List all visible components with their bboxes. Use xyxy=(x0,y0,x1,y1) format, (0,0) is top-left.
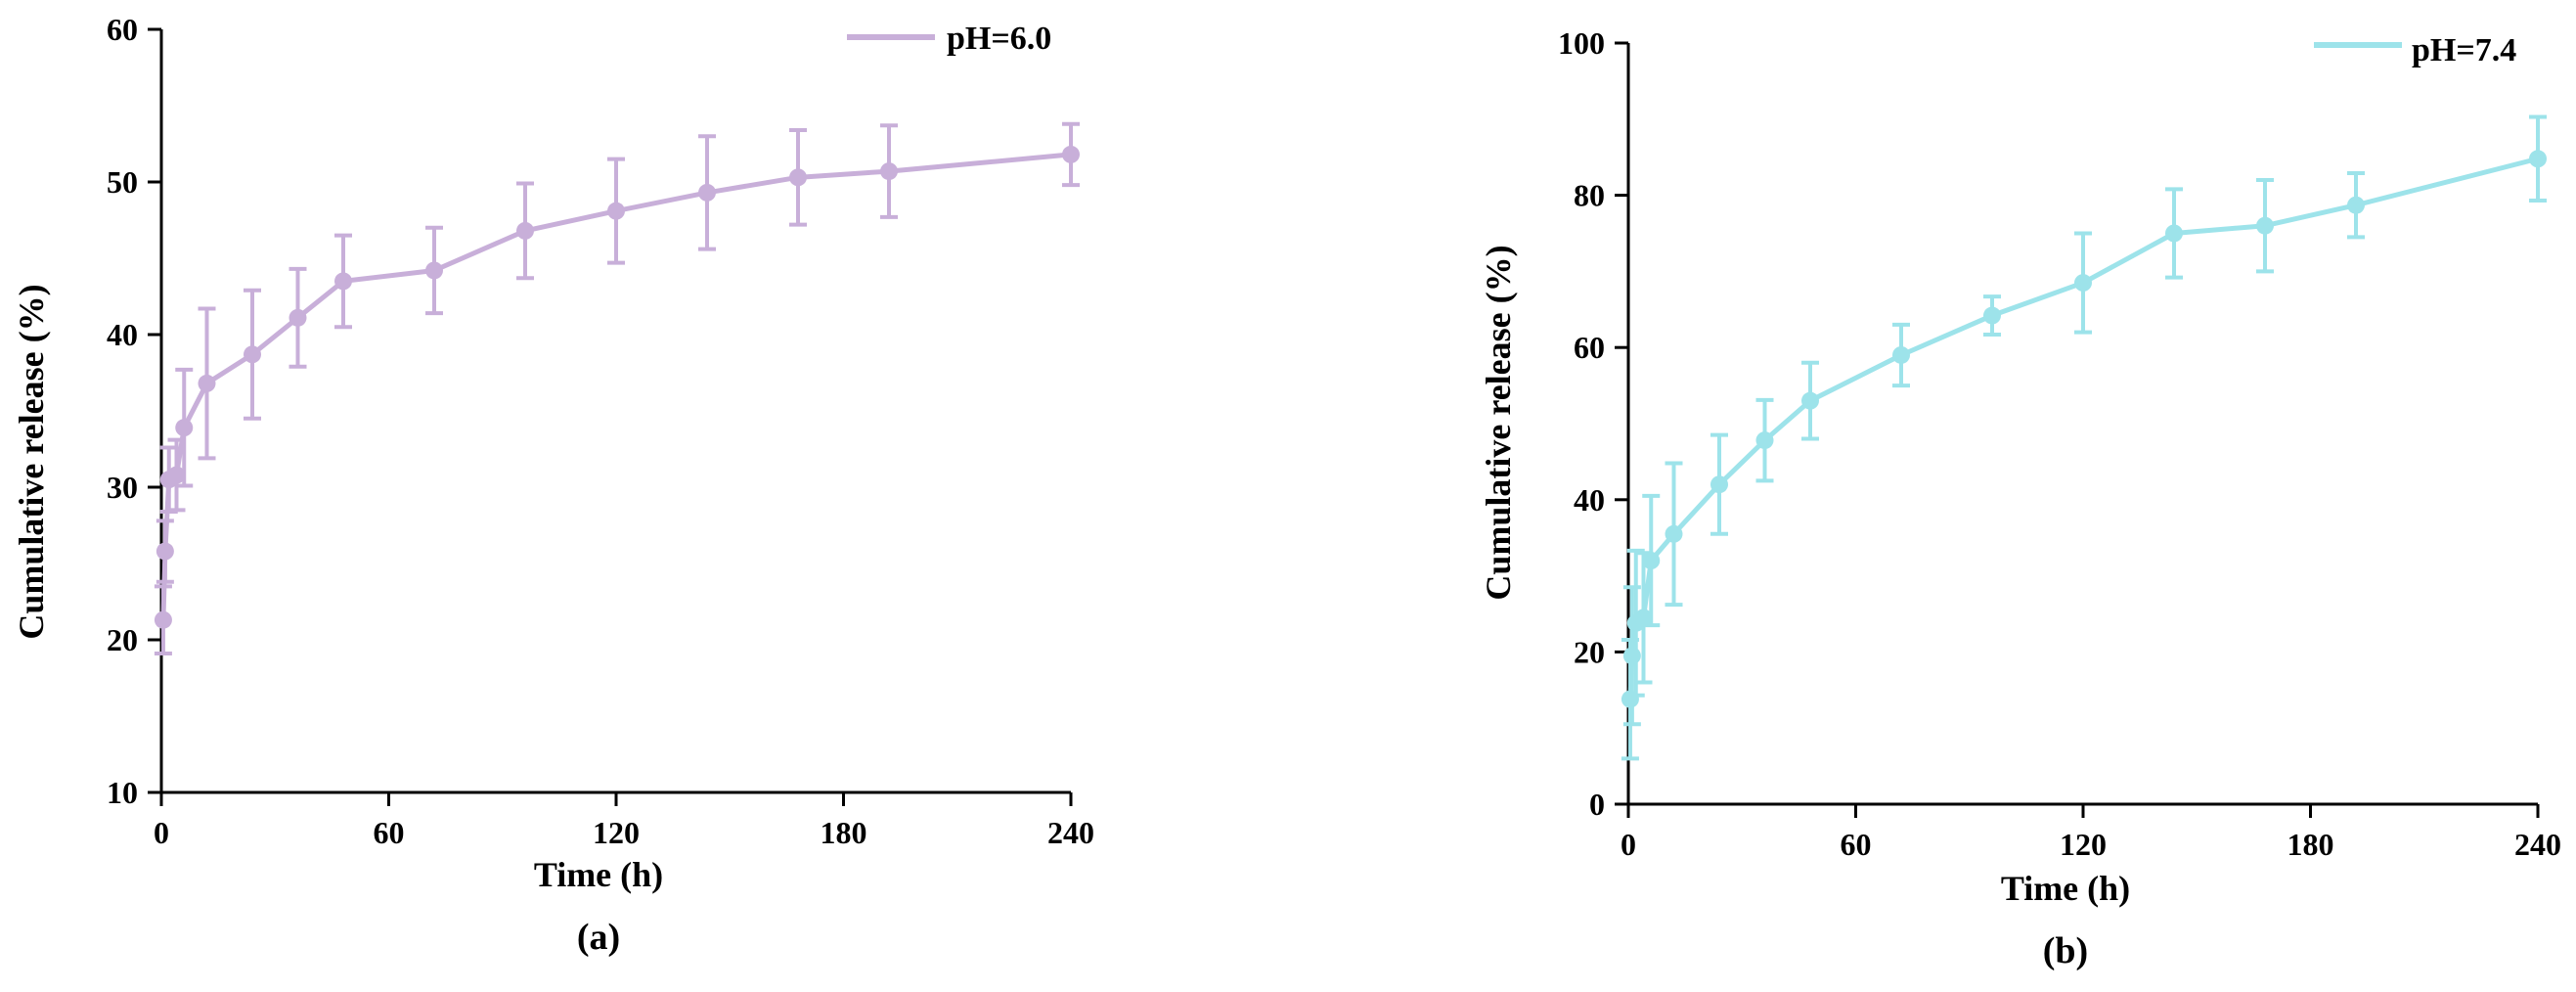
data-point-b xyxy=(1892,345,1910,364)
legend-label-a: pH=6.0 xyxy=(947,21,1051,57)
x-tick-label-b: 120 xyxy=(2060,827,2107,862)
x-tick-label-a: 120 xyxy=(593,815,640,850)
y-tick-label-a: 30 xyxy=(107,470,138,505)
data-point-b xyxy=(2074,274,2092,293)
data-point-b xyxy=(1983,306,2001,325)
x-tick-label-b: 0 xyxy=(1621,827,1636,862)
x-tick-label-b: 180 xyxy=(2287,827,2334,862)
y-tick-label-a: 40 xyxy=(107,317,138,352)
legend-a: pH=6.0 xyxy=(847,21,1051,57)
data-point-b xyxy=(1642,552,1661,570)
data-point-a xyxy=(334,272,352,291)
data-point-a xyxy=(1062,145,1080,163)
y-axis-title-a: Cumulative release (%) xyxy=(12,284,51,639)
data-point-b xyxy=(1622,647,1641,665)
data-point-a xyxy=(698,183,716,202)
data-point-a xyxy=(789,168,807,187)
axes-b: 0 20 40 60 80 100 0 60 120 180 240 xyxy=(1558,25,2561,862)
data-point-b xyxy=(1710,475,1728,494)
data-point-b xyxy=(2347,196,2365,214)
x-tick-label-b: 60 xyxy=(1841,827,1872,862)
data-point-a xyxy=(154,610,172,629)
y-tick-label-a: 60 xyxy=(107,12,138,47)
plot-area-a xyxy=(154,121,1080,656)
data-point-b xyxy=(2256,216,2274,235)
data-point-a xyxy=(175,419,194,437)
data-point-b xyxy=(2165,224,2183,243)
axes-a: 10 20 30 40 50 60 0 60 120 180 240 xyxy=(107,12,1094,850)
data-point-a xyxy=(425,261,443,280)
chart-panel-b: 0 20 40 60 80 100 0 60 120 180 240 Time (h) Cumula… xyxy=(1479,25,2561,971)
legend-label-b: pH=7.4 xyxy=(2412,32,2516,68)
data-point-a xyxy=(289,308,307,327)
legend-b: pH=7.4 xyxy=(2314,32,2516,68)
data-point-b xyxy=(1634,609,1653,627)
panel-label-b: (b) xyxy=(2043,930,2088,971)
data-point-a xyxy=(155,542,174,561)
data-point-a xyxy=(880,162,898,181)
y-tick-label-a: 20 xyxy=(107,622,138,657)
y-tick-label-b: 20 xyxy=(1574,634,1605,669)
x-tick-label-b: 240 xyxy=(2514,827,2561,862)
plot-area-b xyxy=(1621,114,2547,761)
data-point-a xyxy=(244,345,261,364)
y-tick-label-b: 100 xyxy=(1558,25,1605,61)
data-point-a xyxy=(607,202,625,220)
x-tick-label-a: 60 xyxy=(374,815,405,850)
y-tick-label-b: 40 xyxy=(1574,482,1605,518)
y-tick-label-b: 60 xyxy=(1574,330,1605,365)
data-point-b xyxy=(1665,524,1683,543)
x-tick-label-a: 0 xyxy=(154,815,169,850)
x-axis-title-a: Time (h) xyxy=(534,855,663,894)
data-point-b xyxy=(1755,431,1774,450)
data-point-a xyxy=(167,466,186,484)
panel-label-a: (a) xyxy=(577,917,620,958)
y-tick-label-a: 10 xyxy=(107,775,138,810)
data-point-b xyxy=(2529,150,2547,168)
x-tick-label-a: 240 xyxy=(1047,815,1094,850)
x-axis-title-b: Time (h) xyxy=(2001,869,2130,908)
y-tick-label-b: 0 xyxy=(1589,787,1605,822)
chart-panel-a: 10 20 30 40 50 60 0 60 120 180 240 Time (h) Cumula… xyxy=(12,12,1094,958)
y-tick-label-a: 50 xyxy=(107,164,138,200)
y-axis-title-b: Cumulative release (%) xyxy=(1479,245,1518,600)
y-tick-label-b: 80 xyxy=(1574,178,1605,213)
data-point-a xyxy=(198,374,216,392)
data-point-b xyxy=(1621,690,1639,708)
x-tick-label-a: 180 xyxy=(821,815,867,850)
data-point-a xyxy=(516,221,534,240)
data-point-b xyxy=(1801,391,1819,410)
